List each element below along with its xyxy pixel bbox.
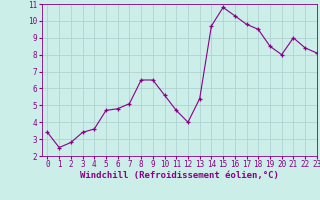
X-axis label: Windchill (Refroidissement éolien,°C): Windchill (Refroidissement éolien,°C) xyxy=(80,171,279,180)
